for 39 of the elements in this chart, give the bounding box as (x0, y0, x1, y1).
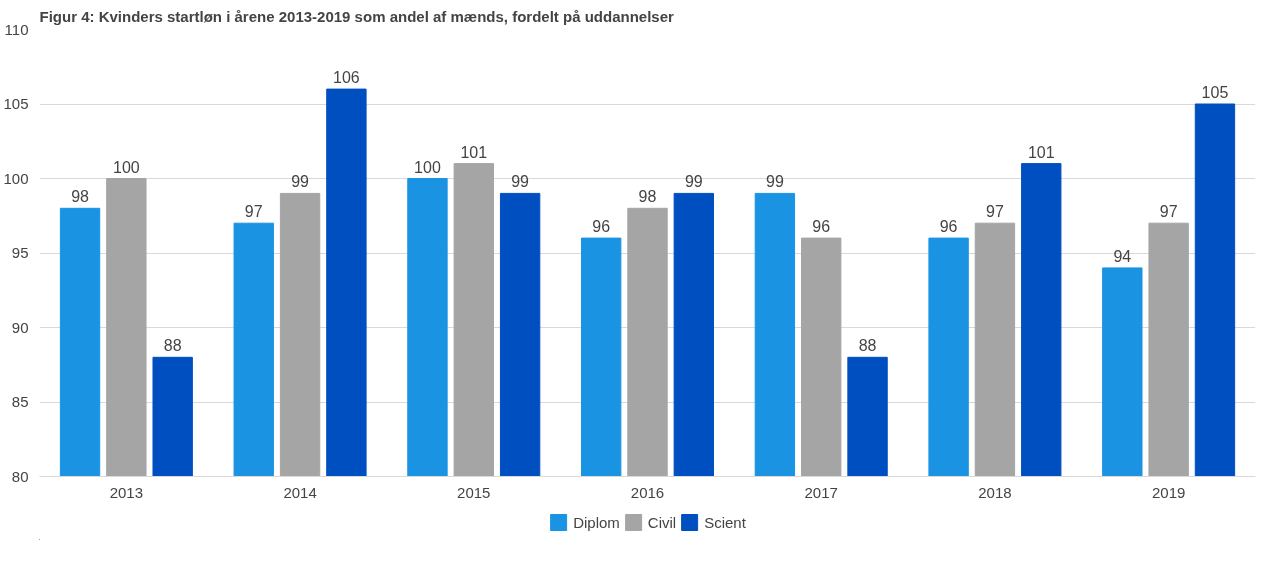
legend-label: Scient (704, 513, 746, 531)
data-label: 106 (333, 69, 360, 87)
y-tick-label: 90 (11, 318, 29, 336)
y-tick-label: 80 (11, 467, 29, 485)
legend-label: Civil (647, 513, 677, 531)
data-label: 97 (244, 203, 263, 221)
x-tick-label: 2016 (630, 483, 665, 501)
data-label: 98 (71, 188, 90, 206)
x-tick-label: 2015 (457, 483, 491, 501)
data-label: 96 (592, 218, 611, 236)
data-label: 88 (858, 337, 877, 355)
data-label: 101 (1027, 143, 1055, 161)
data-label: 99 (511, 173, 530, 191)
y-tick-label: 105 (3, 95, 29, 112)
data-label: 98 (638, 188, 657, 206)
data-label: 105 (1201, 84, 1229, 101)
x-tick-label: 2018 (978, 483, 1012, 501)
data-label: 96 (812, 218, 831, 236)
data-label: 88 (163, 337, 182, 355)
y-tick-label: 100 (3, 169, 29, 187)
x-tick-label: 2019 (1151, 483, 1186, 501)
data-label: 100 (414, 158, 441, 176)
data-label: 96 (939, 218, 958, 236)
data-label: 100 (113, 158, 140, 176)
data-label: 99 (291, 173, 310, 191)
x-tick-label: 2014 (283, 483, 317, 501)
data-label: 94 (1113, 247, 1132, 265)
data-label: 101 (460, 143, 488, 161)
chart-title: Figur 4: Kvinders startløn i årene 2013-2019 som andel af mænds, fordelt på uddannelser (39, 7, 675, 25)
x-tick-label: 2017 (804, 483, 838, 501)
data-label: 99 (765, 173, 784, 191)
y-tick-label: 110 (4, 20, 29, 38)
data-label: 97 (1159, 203, 1178, 221)
y-tick-label: 95 (11, 244, 29, 261)
y-tick-label: 85 (11, 393, 29, 410)
data-label: 99 (684, 173, 703, 191)
data-label: 97 (986, 203, 1004, 221)
legend-label: Diplom (573, 513, 620, 531)
x-tick-label: 2013 (109, 483, 144, 501)
